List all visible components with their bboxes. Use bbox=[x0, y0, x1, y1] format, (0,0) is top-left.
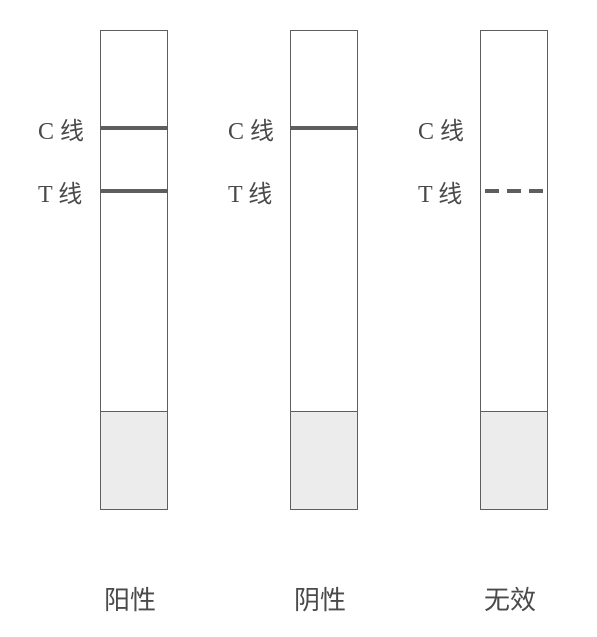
test-strip-positive bbox=[100, 30, 168, 510]
c-line-label: C 线 bbox=[38, 111, 84, 146]
test-strip-invalid bbox=[480, 30, 548, 510]
c-line bbox=[101, 126, 167, 130]
t-line-dashed bbox=[481, 189, 547, 193]
test-strip-negative bbox=[290, 30, 358, 510]
t-line-label: T 线 bbox=[228, 174, 272, 209]
sample-pad bbox=[291, 411, 357, 509]
sample-pad bbox=[481, 411, 547, 509]
sample-pad bbox=[101, 411, 167, 509]
strip-caption-negative: 阴性 bbox=[294, 580, 346, 617]
t-line-label: T 线 bbox=[38, 174, 82, 209]
strip-caption-positive: 阳性 bbox=[104, 580, 156, 617]
t-line bbox=[101, 189, 167, 193]
strip-caption-invalid: 无效 bbox=[484, 580, 536, 617]
diagram-canvas: C 线 T 线阳性 C 线 T 线阴性 C 线 T 线无效 bbox=[0, 0, 597, 637]
c-line bbox=[291, 126, 357, 130]
c-line-label: C 线 bbox=[418, 111, 464, 146]
c-line-label: C 线 bbox=[228, 111, 274, 146]
t-line-label: T 线 bbox=[418, 174, 462, 209]
